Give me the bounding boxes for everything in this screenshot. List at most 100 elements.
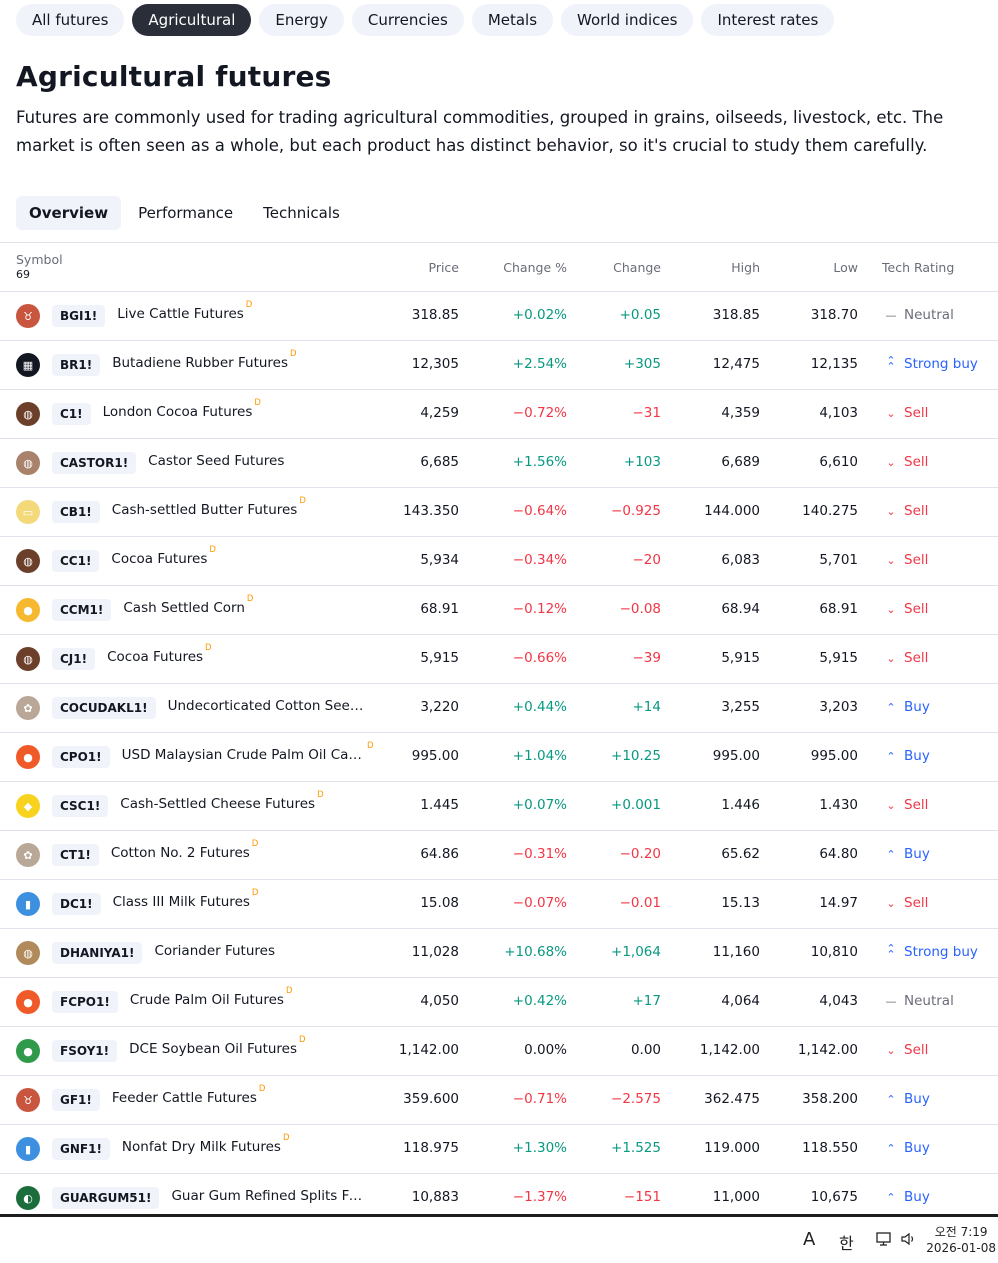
tech-rating[interactable]: ⌄ Sell (884, 797, 928, 813)
column-header-high[interactable]: High (731, 260, 760, 275)
view-tab-overview[interactable]: Overview (16, 196, 122, 230)
table-row[interactable]: ▮ GNF1! Nonfat Dry Milk Futures D 118.975 +1.… (0, 1125, 998, 1174)
symbol-name[interactable]: Undecorticated Cotton Seed Oi… (167, 698, 365, 714)
symbol-name[interactable]: Castor Seed Futures (148, 453, 285, 469)
symbol-name[interactable]: Cotton No. 2 Futures (110, 845, 250, 861)
table-row[interactable]: ♉ BGI1! Live Cattle Futures D 318.85 +0.02% +0… (0, 292, 998, 341)
tech-rating[interactable]: ⌃ Buy (884, 748, 929, 764)
table-row[interactable]: ◍ DHANIYA1! Coriander Futures 11,028 +10.68%… (0, 929, 998, 978)
tech-rating[interactable]: ⌃ Buy (884, 1189, 929, 1205)
table-row[interactable]: ◆ CSC1! Cash-Settled Cheese Futures D 1.445 +… (0, 782, 998, 831)
column-header-symbol[interactable]: Symbol 69 (16, 252, 63, 281)
table-row[interactable]: ● CCM1! Cash Settled Corn D 68.91 −0.12% −0.08… (0, 586, 998, 635)
ticker-badge[interactable]: DC1! (52, 893, 101, 915)
table-row[interactable]: ♉ GF1! Feeder Cattle Futures D 359.600 −0.71%… (0, 1076, 998, 1125)
symbol-name[interactable]: DCE Soybean Oil Futures (129, 1041, 298, 1057)
table-row[interactable]: ▮ DC1! Class III Milk Futures D 15.08 −0.07% −… (0, 880, 998, 929)
table-row[interactable]: ▦ BR1! Butadiene Rubber Futures D 12,305 +2.5… (0, 341, 998, 390)
symbol-name[interactable]: Guar Gum Refined Splits Futures (171, 1188, 365, 1204)
tech-rating[interactable]: — Neutral (884, 307, 954, 323)
table-row[interactable]: ● FCPO1! Crude Palm Oil Futures D 4,050 +0.42… (0, 978, 998, 1027)
symbol-name[interactable]: Cocoa Futures (107, 649, 204, 665)
tech-rating[interactable]: ⌃ Buy (884, 1140, 929, 1156)
ticker-badge[interactable]: FCPO1! (52, 991, 118, 1013)
symbol-name[interactable]: Nonfat Dry Milk Futures (121, 1139, 281, 1155)
tech-rating[interactable]: ⌄ Sell (884, 503, 928, 519)
category-tab-agricultural[interactable]: Agricultural (132, 4, 252, 36)
ticker-badge[interactable]: CC1! (52, 550, 100, 572)
table-row[interactable]: ◍ CC1! Cocoa Futures D 5,934 −0.34% −20 6,083 5,… (0, 537, 998, 586)
table-row[interactable]: ◍ C1! London Cocoa Futures D 4,259 −0.72% −31 4… (0, 390, 998, 439)
ticker-badge[interactable]: C1! (52, 403, 91, 425)
category-tab-all-futures[interactable]: All futures (16, 4, 125, 36)
symbol-name[interactable]: Live Cattle Futures (117, 306, 244, 322)
symbol-name[interactable]: Class III Milk Futures (112, 894, 250, 910)
view-tab-performance[interactable]: Performance (138, 204, 234, 222)
symbol-name[interactable]: Crude Palm Oil Futures (129, 992, 284, 1008)
windows-taskbar: A 한 오전 7:19 2026-01-08 (0, 1214, 998, 1263)
category-tab-world-indices[interactable]: World indices (561, 4, 694, 36)
column-header-low[interactable]: Low (833, 260, 858, 275)
tech-rating[interactable]: ⌃ ⌃ Strong buy (884, 943, 978, 960)
table-row[interactable]: ◐ GUARGUM51! Guar Gum Refined Splits Futur… (0, 1174, 998, 1223)
ticker-badge[interactable]: CASTOR1! (52, 452, 137, 474)
symbol-name[interactable]: Cash-Settled Cheese Futures (120, 796, 316, 812)
symbol-name[interactable]: Feeder Cattle Futures (111, 1090, 257, 1106)
symbol-name[interactable]: Butadiene Rubber Futures (112, 355, 289, 371)
tech-rating[interactable]: ⌄ Sell (884, 552, 928, 568)
volume-icon[interactable] (900, 1231, 918, 1247)
symbol-name[interactable]: Cash-settled Butter Futures (111, 502, 298, 518)
column-header-tech-rating[interactable]: Tech Rating (882, 260, 955, 275)
table-row[interactable]: ✿ COCUDAKL1! Undecorticated Cotton Seed Oi… (0, 684, 998, 733)
ticker-badge[interactable]: CB1! (52, 501, 100, 523)
delayed-data-badge: D (367, 741, 374, 751)
symbol-name[interactable]: Cash Settled Corn (123, 600, 245, 616)
ticker-badge[interactable]: BGI1! (52, 305, 106, 327)
category-tab-interest-rates[interactable]: Interest rates (701, 4, 835, 36)
ticker-badge[interactable]: CT1! (52, 844, 99, 866)
ticker-badge[interactable]: GF1! (52, 1089, 100, 1111)
system-clock[interactable]: 오전 7:19 2026-01-08 (926, 1224, 996, 1256)
symbol-name[interactable]: USD Malaysian Crude Palm Oil Cale… (121, 747, 365, 763)
tech-rating[interactable]: ⌄ Sell (884, 601, 928, 617)
table-row[interactable]: ● FSOY1! DCE Soybean Oil Futures D 1,142.00 0… (0, 1027, 998, 1076)
category-tab-energy[interactable]: Energy (259, 4, 344, 36)
network-icon[interactable] (876, 1231, 894, 1247)
symbol-name[interactable]: Cocoa Futures (111, 551, 208, 567)
tech-rating[interactable]: ⌃ Buy (884, 1091, 929, 1107)
category-tab-metals[interactable]: Metals (471, 4, 554, 36)
table-row[interactable]: ● CPO1! USD Malaysian Crude Palm Oil Cale…… (0, 733, 998, 782)
column-header-price[interactable]: Price (428, 260, 460, 275)
ticker-badge[interactable]: BR1! (52, 354, 101, 376)
column-header-change-pct[interactable]: Change % (503, 260, 567, 275)
tech-rating[interactable]: ⌄ Sell (884, 895, 928, 911)
ticker-badge[interactable]: FSOY1! (52, 1040, 118, 1062)
tech-rating[interactable]: ⌃ ⌃ Strong buy (884, 355, 978, 372)
category-tab-currencies[interactable]: Currencies (351, 4, 464, 36)
table-row[interactable]: ▭ CB1! Cash-settled Butter Futures D 143.350… (0, 488, 998, 537)
table-row[interactable]: ◍ CJ1! Cocoa Futures D 5,915 −0.66% −39 5,915 5,… (0, 635, 998, 684)
ticker-badge[interactable]: GUARGUM51! (52, 1187, 160, 1209)
column-header-change[interactable]: Change (613, 260, 661, 275)
tech-rating[interactable]: ⌄ Sell (884, 405, 928, 421)
ime-language-indicator[interactable]: 한 (839, 1234, 854, 1253)
tech-rating[interactable]: ⌄ Sell (884, 1042, 928, 1058)
ticker-badge[interactable]: CPO1! (52, 746, 110, 768)
view-tab-technicals[interactable]: Technicals (263, 204, 340, 222)
ime-mode-indicator[interactable]: A (803, 1229, 816, 1250)
table-row[interactable]: ✿ CT1! Cotton No. 2 Futures D 64.86 −0.31% −0.… (0, 831, 998, 880)
tech-rating[interactable]: ⌃ Buy (884, 846, 929, 862)
ticker-badge[interactable]: GNF1! (52, 1138, 110, 1160)
symbol-name[interactable]: London Cocoa Futures (102, 404, 253, 420)
symbol-name[interactable]: Coriander Futures (154, 943, 275, 959)
tech-rating[interactable]: ⌄ Sell (884, 650, 928, 666)
ticker-badge[interactable]: CJ1! (52, 648, 96, 670)
ticker-badge[interactable]: CCM1! (52, 599, 112, 621)
tech-rating[interactable]: ⌄ Sell (884, 454, 928, 470)
ticker-badge[interactable]: DHANIYA1! (52, 942, 143, 964)
table-row[interactable]: ◍ CASTOR1! Castor Seed Futures 6,685 +1.56% +… (0, 439, 998, 488)
tech-rating[interactable]: — Neutral (884, 993, 954, 1009)
ticker-badge[interactable]: COCUDAKL1! (52, 697, 156, 719)
tech-rating[interactable]: ⌃ Buy (884, 699, 929, 715)
ticker-badge[interactable]: CSC1! (52, 795, 109, 817)
